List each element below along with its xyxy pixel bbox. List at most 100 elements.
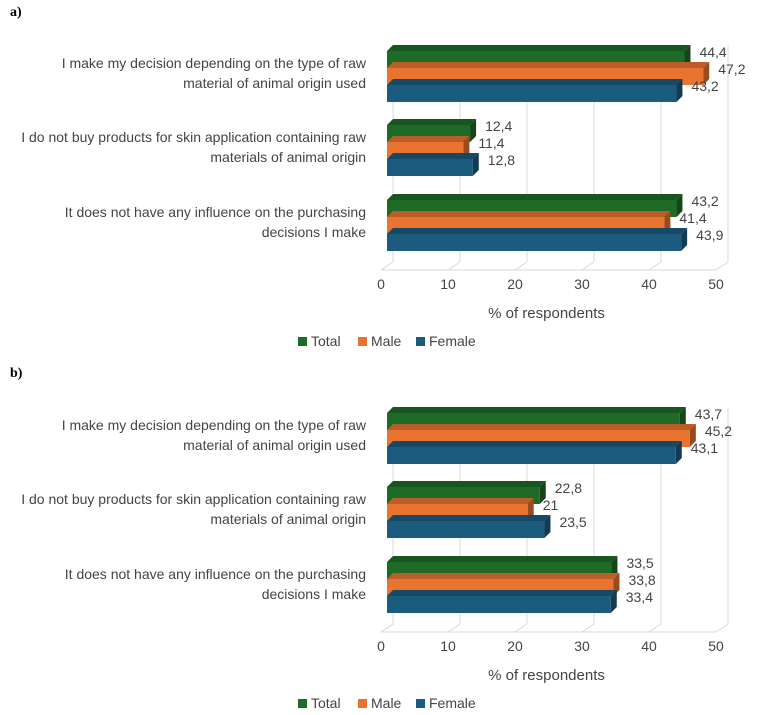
bar-top-male — [387, 211, 671, 217]
bar-top-total — [387, 45, 691, 51]
floor-gridline — [715, 261, 729, 271]
category-label: It does not have any influence on the pu… — [65, 204, 366, 220]
bar-side-female — [472, 153, 479, 176]
x-tick-label: 10 — [440, 638, 456, 654]
bar-female — [387, 521, 545, 538]
floor-gridline — [447, 623, 461, 633]
legend-label-male: Male — [371, 695, 402, 710]
panel-label: b) — [10, 366, 23, 381]
x-axis-title: % of respondents — [488, 305, 605, 322]
legend-swatch-female — [416, 699, 425, 708]
category-label: I do not buy products for skin applicati… — [21, 491, 367, 507]
x-axis-title: % of respondents — [488, 667, 605, 684]
x-tick-label: 20 — [507, 638, 523, 654]
panel-label: a) — [10, 5, 22, 20]
bar-top-male — [387, 424, 696, 430]
category-label: decisions I make — [262, 224, 366, 240]
bar-female — [387, 85, 677, 102]
data-label: 43,2 — [691, 78, 718, 94]
bar-top-female — [387, 153, 479, 159]
data-label: 45,2 — [705, 423, 732, 439]
data-label: 43,2 — [691, 193, 718, 209]
bar-side-male — [703, 62, 710, 85]
bar-top-male — [387, 498, 534, 504]
floor-gridline — [514, 623, 528, 633]
bar-female — [387, 447, 676, 464]
bar-top-female — [387, 79, 683, 85]
bar-top-female — [387, 228, 688, 234]
legend-swatch-male — [358, 699, 367, 708]
bar-side-total — [676, 194, 683, 217]
data-label: 22,8 — [555, 480, 582, 496]
data-label: 43,1 — [691, 440, 718, 456]
bar-top-female — [387, 590, 617, 596]
x-tick-label: 30 — [574, 276, 590, 292]
data-label: 44,4 — [699, 44, 726, 60]
floor-gridline — [648, 261, 662, 271]
bar-side-female — [675, 441, 682, 464]
data-label: 33,4 — [626, 589, 653, 605]
legend-label-total: Total — [311, 333, 341, 349]
floor-gridline — [715, 623, 729, 633]
bar-top-total — [387, 194, 683, 200]
bar-side-female — [676, 79, 683, 102]
floor-gridline — [581, 623, 595, 633]
category-label: It does not have any influence on the pu… — [65, 566, 366, 582]
x-tick-label: 40 — [641, 276, 657, 292]
floor-gridline — [648, 623, 662, 633]
legend-swatch-male — [358, 337, 367, 346]
floor-gridline — [447, 261, 461, 271]
floor-gridline — [380, 261, 394, 271]
bar-top-male — [387, 62, 710, 68]
bar-top-total — [387, 119, 477, 125]
x-tick-label: 0 — [377, 638, 385, 654]
data-label: 11,4 — [478, 135, 504, 151]
bar-top-male — [387, 136, 470, 142]
x-tick-label: 40 — [641, 638, 657, 654]
bar-female — [387, 596, 611, 613]
floor-gridline — [581, 261, 595, 271]
legend-swatch-female — [416, 337, 425, 346]
bar-side-total — [539, 481, 546, 504]
category-label: decisions I make — [262, 586, 366, 602]
legend-label-female: Female — [429, 333, 476, 349]
x-tick-label: 50 — [708, 276, 724, 292]
category-label: I make my decision depending on the type… — [62, 417, 367, 433]
category-label: I make my decision depending on the type… — [62, 55, 367, 71]
bar-side-female — [681, 228, 688, 251]
category-label: material of animal origin used — [183, 437, 366, 453]
bar-top-female — [387, 515, 551, 521]
legend-label-female: Female — [429, 695, 476, 710]
data-label: 33,8 — [628, 572, 655, 588]
bar-female — [387, 234, 682, 251]
category-label: materials of animal origin — [210, 149, 366, 165]
bar-top-total — [387, 481, 546, 487]
x-tick-label: 30 — [574, 638, 590, 654]
category-label: material of animal origin used — [183, 75, 366, 91]
data-label: 12,4 — [485, 118, 512, 134]
bar-side-total — [470, 119, 477, 142]
bar-top-total — [387, 407, 686, 413]
data-label: 43,9 — [696, 227, 723, 243]
chart-panel-1: a)0 10 20 30 40 50% of respondents44,447,243,… — [10, 5, 746, 349]
x-tick-label: 10 — [440, 276, 456, 292]
data-label: 23,5 — [559, 514, 586, 530]
data-label: 12,8 — [488, 152, 515, 168]
bar-top-female — [387, 441, 682, 447]
data-label: 33,5 — [626, 555, 653, 571]
legend-swatch-total — [298, 337, 307, 346]
legend-label-total: Total — [311, 695, 341, 710]
data-label: 41,4 — [679, 210, 706, 226]
category-label: I do not buy products for skin applicati… — [21, 129, 367, 145]
bar-top-male — [387, 573, 620, 579]
x-tick-label: 0 — [377, 276, 385, 292]
data-label: 47,2 — [718, 61, 745, 77]
bar-top-total — [387, 556, 618, 562]
chart-panel-2: b) 0 10 20 30 40 50 % of respondents 43,745,243,… — [10, 366, 732, 711]
bar-side-male — [689, 424, 696, 447]
x-tick-label: 20 — [507, 276, 523, 292]
bar-female — [387, 159, 473, 176]
bar-side-female — [544, 515, 551, 538]
data-label: 21 — [543, 497, 559, 513]
